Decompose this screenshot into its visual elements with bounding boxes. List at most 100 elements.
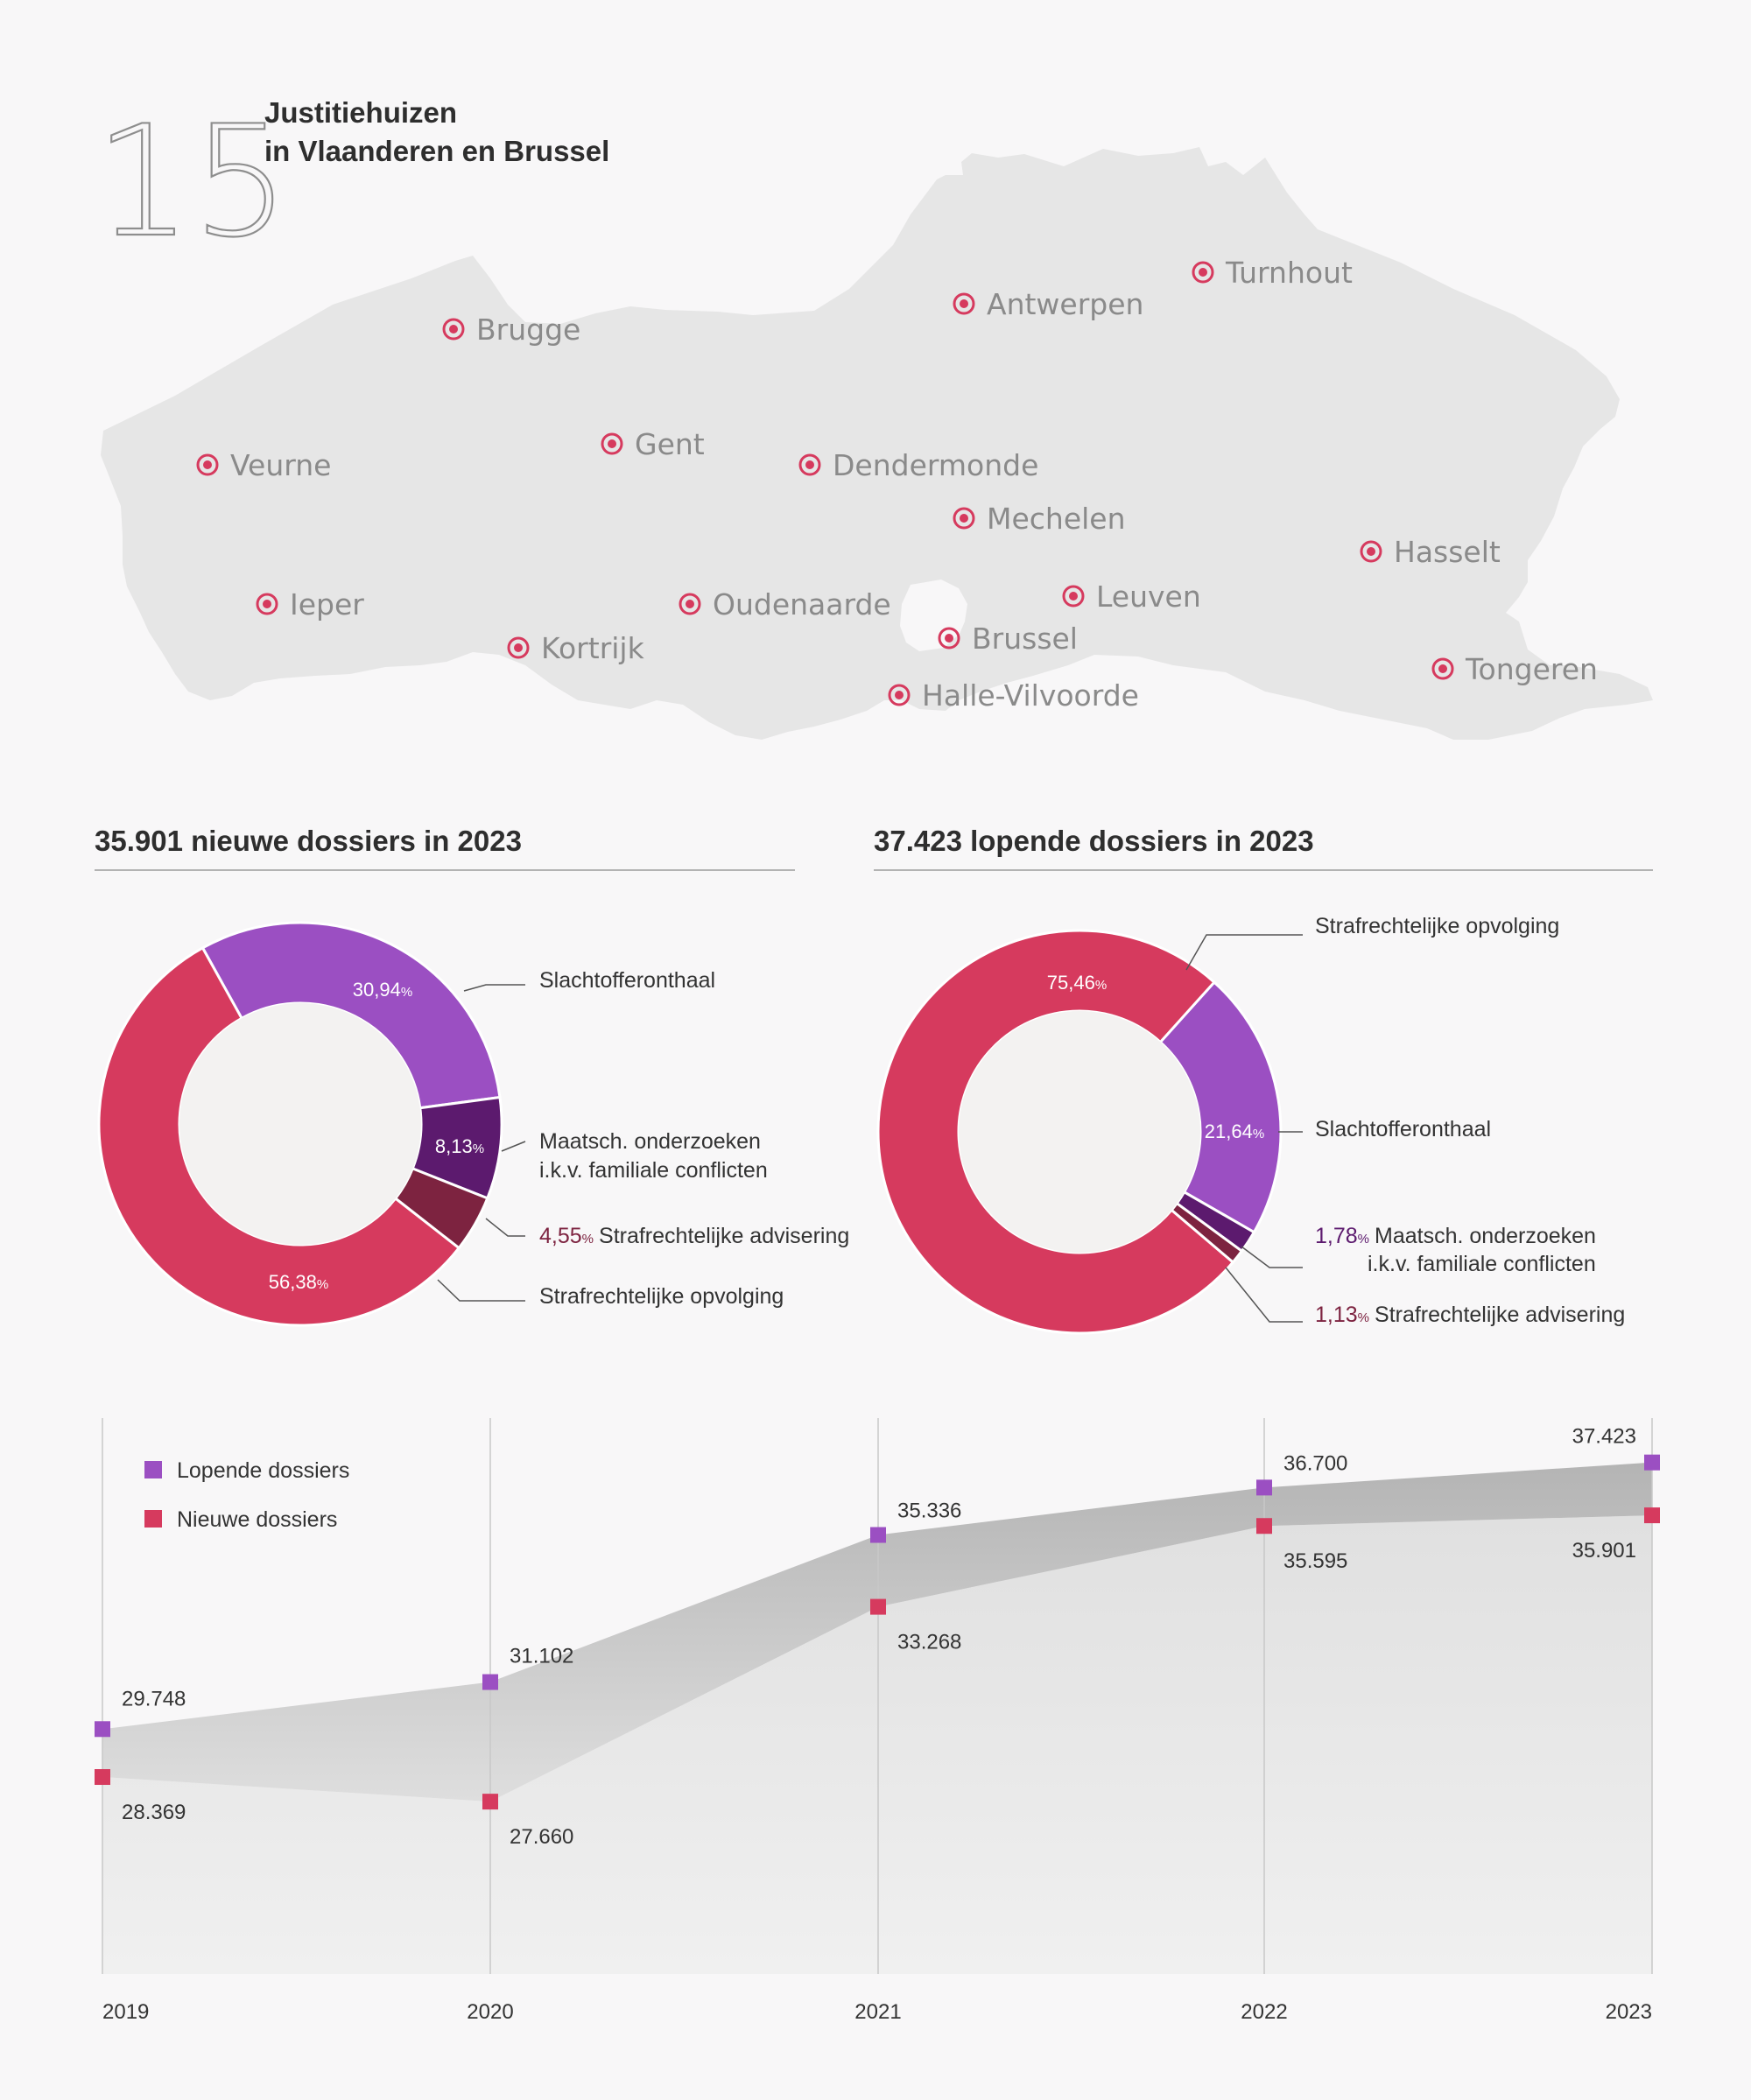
map-city-label-ieper: Ieper — [290, 587, 364, 622]
map-city-label-dendermonde: Dendermonde — [833, 448, 1038, 482]
leader-d2-maatsch — [1241, 1246, 1303, 1268]
donut1-pct-value-0: 30,94 — [353, 979, 401, 1001]
map-city-label-brugge: Brugge — [476, 313, 580, 347]
d2-label-maatsch-row: 1,78% Maatsch. onderzoeken — [1315, 1224, 1596, 1248]
leader-d2-opvolging — [1185, 934, 1303, 971]
map-city-label-turnhout: Turnhout — [1225, 256, 1353, 290]
d2-label-advisering: Strafrechtelijke advisering — [1375, 1303, 1625, 1327]
d1-label-maatsch-line2: i.k.v. familiale conflicten — [539, 1158, 768, 1183]
map-marker-tongeren-ring — [1431, 657, 1454, 680]
d2-label-maatsch: Maatsch. onderzoeken — [1375, 1224, 1596, 1248]
map-city-label-halle-vilvoorde: Halle-Vilvoorde — [922, 678, 1139, 713]
marker-nieuwe-2019 — [95, 1769, 110, 1786]
donut1-pct-label-3: 56,38% — [269, 1271, 328, 1293]
map-city-label-mechelen: Mechelen — [987, 502, 1126, 536]
map-marker-mechelen-dot — [960, 514, 968, 523]
donut1-pct-sign-3: % — [317, 1277, 328, 1292]
value-label-nieuwe-2023: 35.901 — [1572, 1539, 1636, 1563]
marker-lopende-2023 — [1644, 1454, 1660, 1471]
map-marker-hasselt-ring — [1360, 540, 1382, 563]
map-marker-dendermonde-dot — [805, 460, 814, 469]
map-marker-brugge-ring — [442, 318, 465, 341]
value-label-nieuwe-2022: 35.595 — [1283, 1549, 1347, 1573]
map-marker-leuven-ring — [1062, 585, 1085, 608]
map-marker-kortrijk-ring — [507, 636, 530, 659]
d1-label-opvolging: Strafrechtelijke opvolging — [539, 1284, 784, 1309]
marker-nieuwe-2022 — [1256, 1518, 1272, 1535]
x-tick-2023: 2023 — [1606, 2000, 1652, 2024]
donut1-pct-sign-1: % — [473, 1141, 484, 1156]
map-city-label-oudenaarde: Oudenaarde — [713, 587, 891, 622]
map-city-label-gent: Gent — [635, 427, 705, 461]
map-marker-tongeren-dot — [1438, 664, 1447, 673]
header-title-line2: in Vlaanderen en Brussel — [264, 135, 609, 167]
donut1-center — [179, 1003, 421, 1245]
leader-d1-slachtoffer — [463, 984, 525, 992]
map-marker-veurne-dot — [203, 460, 212, 469]
d2-label-slachtoffer: Slachtofferonthaal — [1315, 1117, 1491, 1141]
donut1-pct-value-3: 56,38 — [269, 1271, 317, 1293]
legend-nieuwe-swatch — [144, 1510, 162, 1528]
donut2-center — [959, 1011, 1200, 1253]
map-marker-turnhout-dot — [1199, 268, 1207, 277]
d2-maatsch-value: 1,78 — [1315, 1224, 1358, 1248]
map-marker-halle-vilvoorde-dot — [895, 691, 904, 699]
d1-label-advisering-row: 4,55% Strafrechtelijke advisering — [539, 1224, 849, 1248]
map-city-label-antwerpen: Antwerpen — [987, 287, 1143, 321]
leader-d1-advisering — [485, 1218, 525, 1237]
legend-lopende-label: Lopende dossiers — [177, 1458, 349, 1483]
map-marker-veurne-ring — [196, 453, 219, 476]
donut1-pct-value-1: 8,13 — [435, 1135, 473, 1157]
map-marker-antwerpen-ring — [953, 292, 975, 315]
donut2-pct-label-3: 75,46% — [1047, 972, 1107, 994]
d1-advisering-percent: % — [582, 1232, 594, 1247]
header-number: 15 — [95, 94, 290, 271]
map-city-label-kortrijk: Kortrijk — [541, 631, 645, 665]
donut1-pct-label-0: 30,94% — [353, 979, 412, 1001]
donut1-title: 35.901 nieuwe dossiers in 2023 — [95, 825, 522, 857]
donut2-pct-sign-0: % — [1253, 1127, 1264, 1141]
legend-lopende-swatch — [144, 1461, 162, 1478]
map-city-label-veurne: Veurne — [230, 448, 331, 482]
map-city-label-tongeren: Tongeren — [1465, 652, 1598, 686]
d1-advisering-value: 4,55 — [539, 1224, 582, 1248]
map-marker-dendermonde-ring — [798, 453, 821, 476]
x-tick-2020: 2020 — [467, 2000, 513, 2024]
donut1-pct-label-1: 8,13% — [435, 1135, 484, 1157]
value-label-lopende-2021: 35.336 — [897, 1499, 961, 1523]
marker-nieuwe-2020 — [482, 1794, 498, 1810]
leader-d1-maatsch — [501, 1141, 526, 1152]
d2-advisering-value: 1,13 — [1315, 1303, 1358, 1327]
value-label-nieuwe-2021: 33.268 — [897, 1631, 961, 1654]
x-tick-2019: 2019 — [102, 2000, 149, 2024]
value-label-nieuwe-2019: 28.369 — [122, 1801, 186, 1824]
donut-chart-nieuwe: 30,94%8,13%56,38% — [97, 921, 503, 1327]
map-marker-ieper-dot — [263, 600, 271, 608]
donut2-labels: Strafrechtelijke opvolging Slachtofferon… — [1185, 914, 1625, 1327]
donut2-pct-sign-3: % — [1095, 978, 1107, 993]
map-markers: Brugge Veurne Ieper Kortrijk Gent Oudenaarde D… — [196, 256, 1598, 713]
d1-label-slachtoffer: Slachtofferonthaal — [539, 968, 715, 993]
donut2-pct-value-3: 75,46 — [1047, 972, 1095, 994]
header-title-line1: Justitiehuizen — [264, 96, 457, 129]
map-marker-oudenaarde-dot — [686, 600, 694, 608]
d2-maatsch-percent: % — [1358, 1232, 1369, 1247]
map-marker-ieper-ring — [256, 593, 278, 615]
d2-advisering-percent: % — [1358, 1310, 1369, 1325]
map-city-label-hasselt: Hasselt — [1394, 535, 1501, 569]
d2-label-opvolging: Strafrechtelijke opvolging — [1315, 914, 1559, 938]
map-city-label-leuven: Leuven — [1096, 579, 1201, 614]
marker-nieuwe-2023 — [1644, 1507, 1660, 1524]
area-chart: 2019 2020 2021 2022 2023 29.748 31.102 35.336 36… — [95, 1418, 1660, 2024]
value-label-lopende-2022: 36.700 — [1283, 1451, 1347, 1475]
donut1-labels: Slachtofferonthaal Maatsch. onderzoeken … — [437, 968, 849, 1309]
map-marker-halle-vilvoorde-ring — [888, 684, 911, 706]
marker-nieuwe-2021 — [870, 1598, 886, 1615]
map-marker-mechelen-ring — [953, 507, 975, 530]
d1-label-advisering: Strafrechtelijke advisering — [599, 1224, 849, 1248]
x-tick-2022: 2022 — [1241, 2000, 1287, 2024]
marker-lopende-2021 — [870, 1527, 886, 1543]
map-marker-leuven-dot — [1069, 592, 1078, 601]
map-marker-hasselt-dot — [1367, 547, 1375, 556]
